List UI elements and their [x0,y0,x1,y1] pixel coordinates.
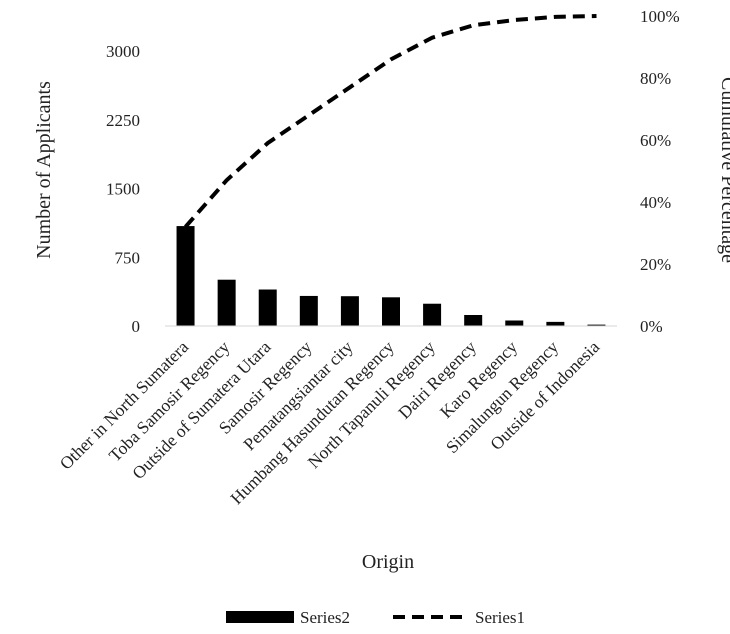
cumulative-line-series1 [184,14,597,229]
legend-label-series1: Series1 [475,608,525,627]
y-tick-label: 1500 [106,180,140,199]
y-tick-label: 3000 [106,42,140,61]
bar [299,295,318,326]
y2-axis-title: Cumulative Percentage [717,77,730,263]
bar [587,324,606,326]
y2-tick-label: 20% [640,255,671,274]
y-axis-title: Number of Applicants [33,81,55,259]
right-axis-ticks: 0% 20% 40% 60% 80% 100% [640,7,680,336]
bar [546,321,565,326]
legend-swatch-series2 [226,611,294,623]
y-tick-label: 2250 [106,111,140,130]
y2-tick-label: 40% [640,193,671,212]
y2-tick-label: 80% [640,69,671,88]
bar [176,226,195,326]
left-axis-ticks: 0 750 1500 2250 3000 [106,42,140,336]
y-tick-label: 750 [115,248,141,267]
y-tick-label: 0 [132,317,141,336]
bar [258,289,277,326]
bar [340,296,359,326]
legend-label-series2: Series2 [300,608,350,627]
legend: Series2 Series1 [226,608,525,627]
bar [423,303,442,326]
bar [382,297,400,326]
x-axis-title: Origin [362,551,414,573]
bar [217,279,236,326]
y2-tick-label: 100% [640,7,680,26]
y2-tick-label: 0% [640,317,663,336]
y2-tick-label: 60% [640,131,671,150]
bars-series2 [176,226,606,326]
bar [505,320,524,326]
bar [464,315,483,326]
